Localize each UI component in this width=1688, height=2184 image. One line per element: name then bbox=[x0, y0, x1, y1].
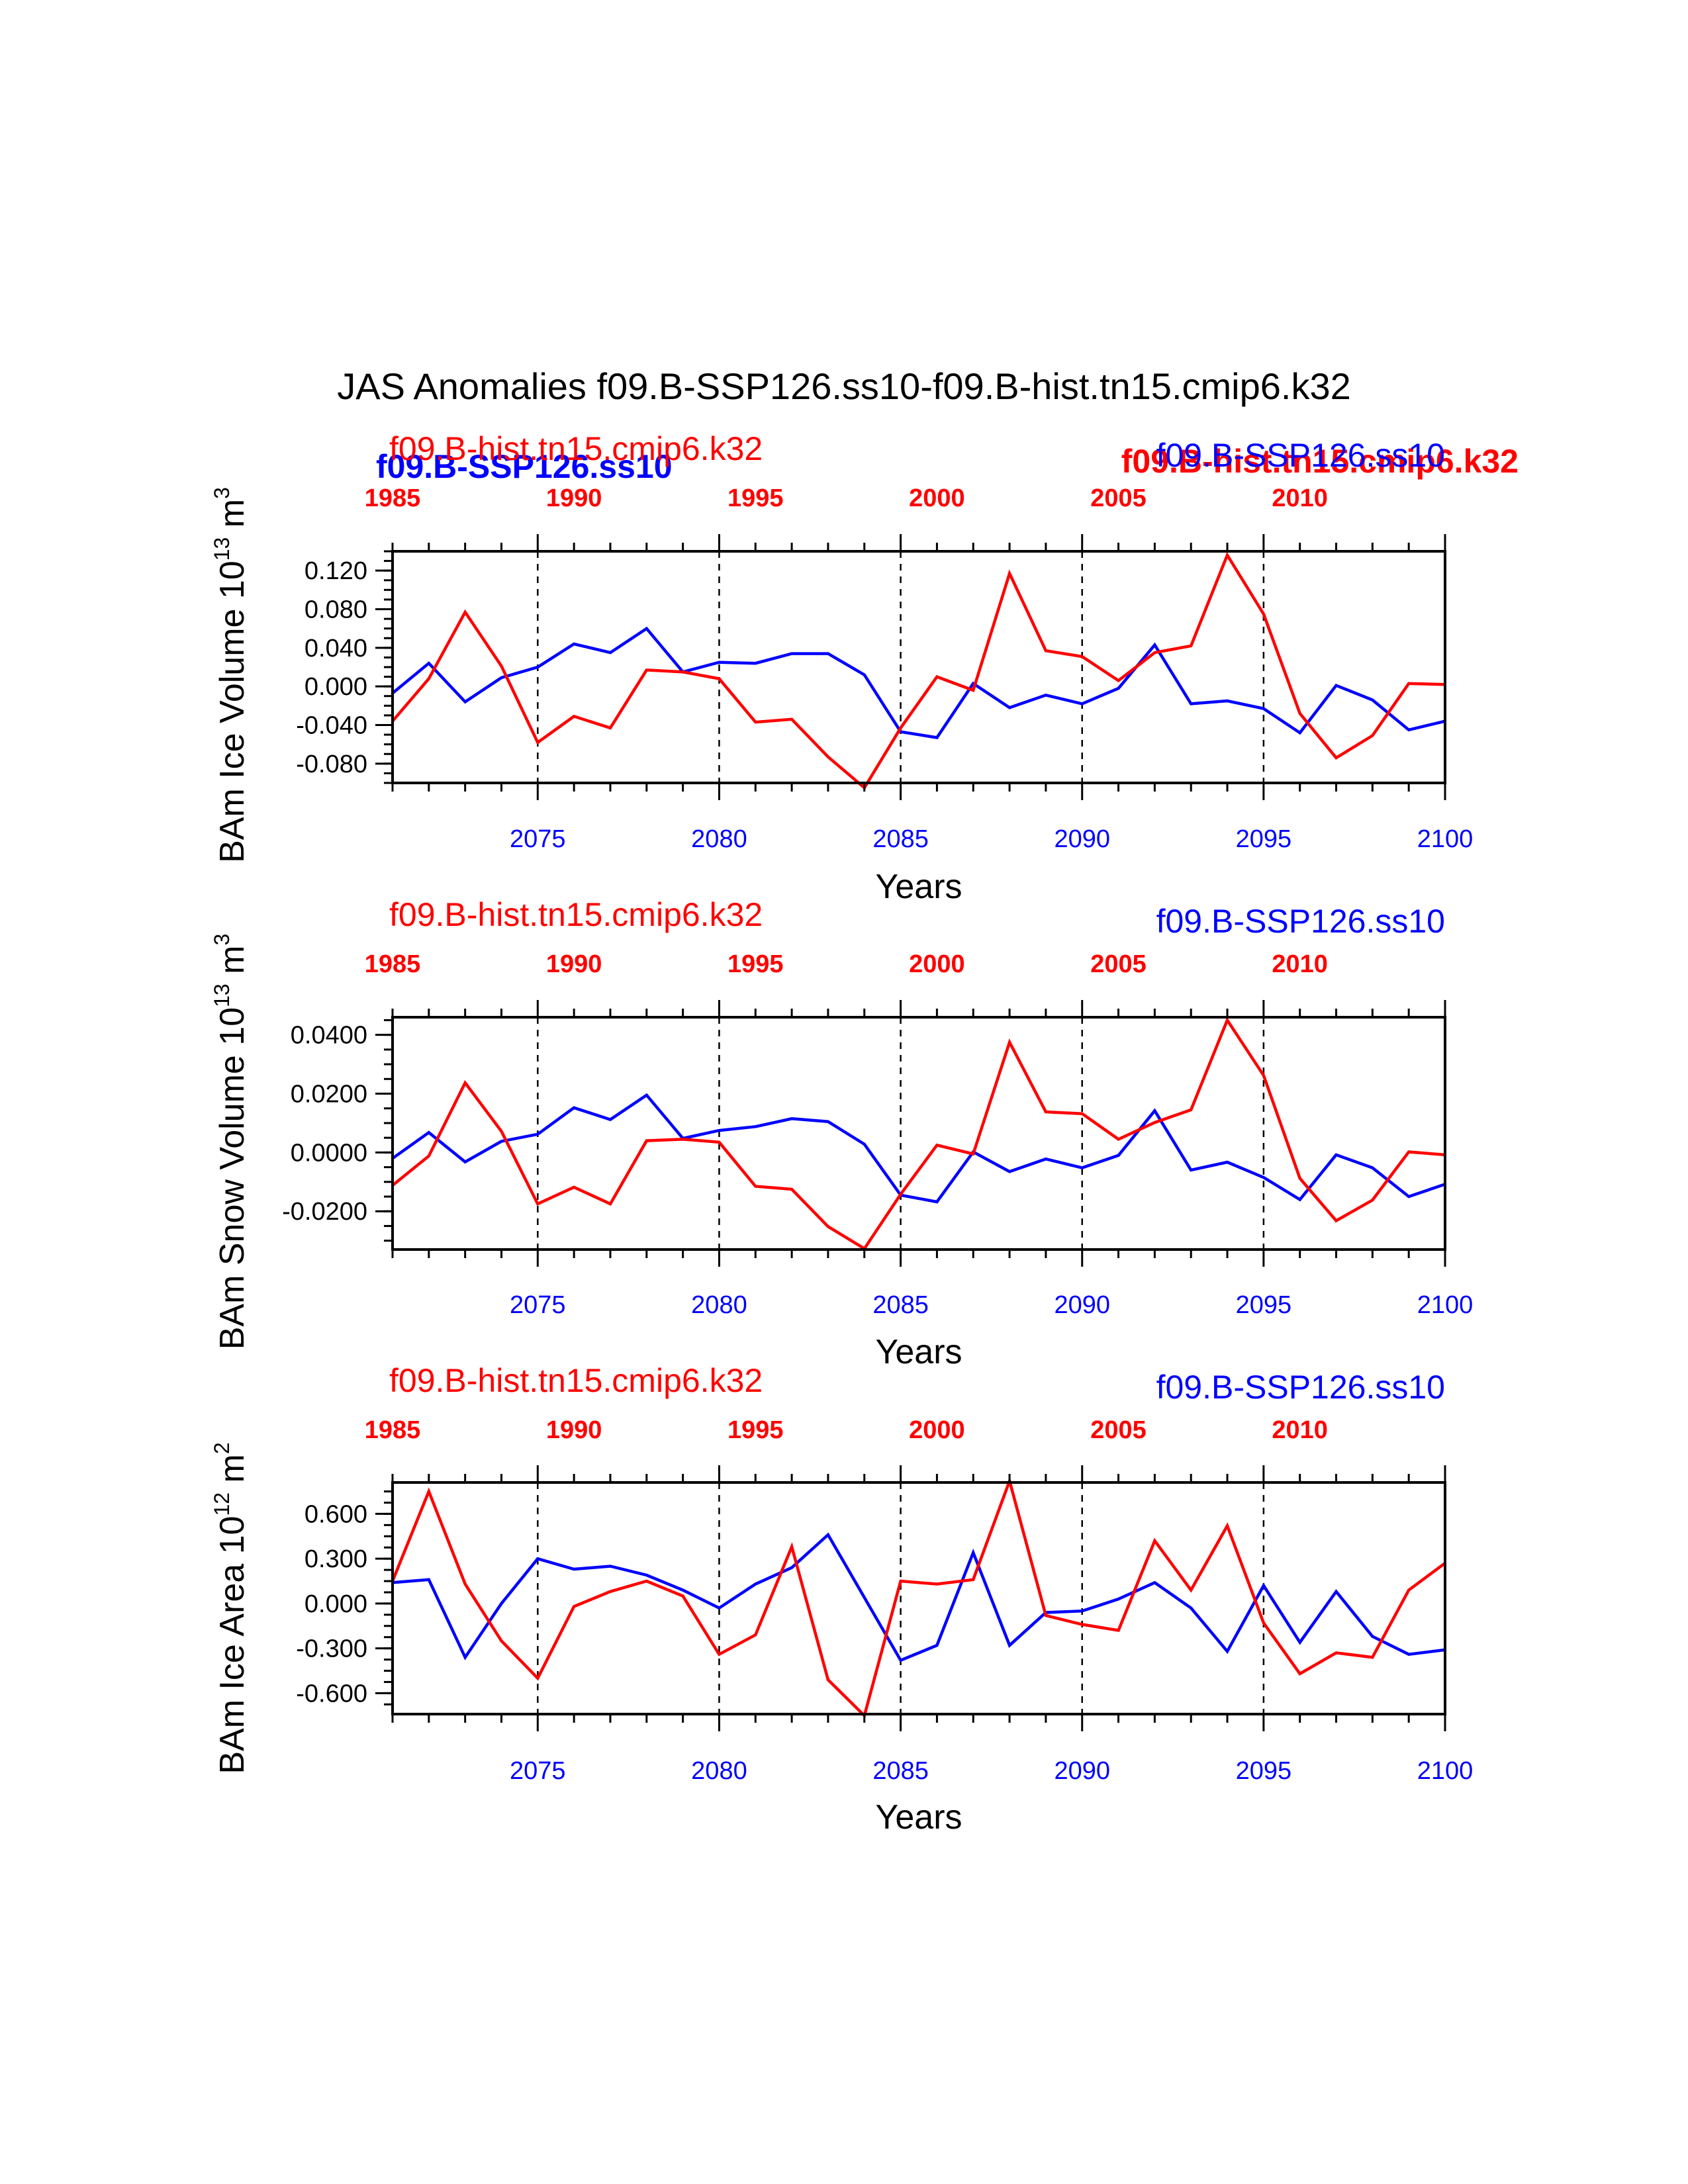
y-tick-label: 0.0000 bbox=[291, 1139, 367, 1167]
plot-frame bbox=[391, 550, 1446, 784]
y-tick-label: 0.0400 bbox=[291, 1022, 367, 1050]
x-tick-label-bottom: 2095 bbox=[1236, 825, 1292, 853]
x-tick-label-bottom: 2075 bbox=[510, 1291, 566, 1319]
y-axis-title-part: 3 bbox=[210, 934, 234, 946]
x-tick-label-bottom: 2095 bbox=[1236, 1757, 1292, 1785]
y-tick-label: 0.000 bbox=[305, 1590, 367, 1618]
y-axis-title-part: 3 bbox=[210, 487, 234, 499]
y-tick-label: 0.040 bbox=[305, 635, 367, 662]
y-tick-label: 0.0200 bbox=[291, 1081, 367, 1109]
x-tick-label-bottom: 2075 bbox=[510, 1757, 566, 1785]
y-tick-label: -0.080 bbox=[296, 751, 367, 778]
x-tick-label-top: 1985 bbox=[365, 950, 421, 978]
x-tick-label-top: 1985 bbox=[365, 484, 421, 512]
x-tick-label-top: 2005 bbox=[1090, 1416, 1147, 1444]
x-axis-title: Years bbox=[875, 1798, 962, 1837]
legend-label-case2: f09.B-hist.tn15.cmip6.k32 bbox=[389, 896, 763, 933]
y-axis-title-part: 13 bbox=[210, 983, 234, 1007]
y-tick-label: 0.300 bbox=[305, 1545, 367, 1573]
y-tick-label: 0.120 bbox=[305, 557, 367, 585]
legend-label-case1: f09.B-SSP126.ss10 bbox=[1156, 437, 1445, 474]
figure-title: JAS Anomalies f09.B-SSP126.ss10-f09.B-hi… bbox=[337, 365, 1350, 407]
y-axis-title-part: m bbox=[213, 1454, 252, 1492]
series-line-case2 bbox=[391, 1476, 1446, 1719]
chart-panels: -0.080 -0.040 0.000 0.040 0.080 0.120 2075 2080… bbox=[210, 430, 1473, 1837]
y-axis-title: BAm Ice Volume 1013 m3 bbox=[210, 487, 252, 863]
x-tick-label-top: 1985 bbox=[365, 1416, 421, 1444]
y-axis-title-part: BAm Ice Area 10 bbox=[213, 1516, 252, 1774]
y-axis-title-part: BAm Ice Volume 10 bbox=[213, 561, 252, 863]
chart-panel-2: -0.0200 0.0000 0.0200 0.0400 2075 2080 2085 209… bbox=[210, 896, 1473, 1371]
overlay-label-case1: f09.B-SSP126.ss10 bbox=[376, 448, 673, 485]
x-tick-label-top: 1995 bbox=[727, 484, 784, 512]
x-tick-label-top: 1995 bbox=[727, 1416, 784, 1444]
x-tick-label-bottom: 2100 bbox=[1417, 1291, 1474, 1319]
y-tick-label: -0.300 bbox=[296, 1635, 367, 1663]
y-axis-title-part: BAm Snow Volume 10 bbox=[213, 1007, 252, 1349]
plot-frame bbox=[391, 1481, 1446, 1715]
y-tick-label: -0.600 bbox=[296, 1680, 367, 1707]
legend-label-case2: f09.B-hist.tn15.cmip6.k32 bbox=[389, 1362, 763, 1399]
x-tick-label-bottom: 2090 bbox=[1054, 825, 1110, 853]
x-axis-title: Years bbox=[875, 868, 962, 906]
x-tick-label-top: 2000 bbox=[909, 1416, 965, 1444]
x-tick-label-top: 1990 bbox=[546, 484, 602, 512]
x-tick-label-top: 2000 bbox=[909, 484, 965, 512]
x-tick-label-bottom: 2080 bbox=[691, 1291, 747, 1319]
series-line-case1 bbox=[392, 1532, 1446, 1662]
legend-label-case1: f09.B-SSP126.ss10 bbox=[1156, 1369, 1445, 1406]
y-tick-label: -0.040 bbox=[296, 712, 367, 740]
x-tick-label-bottom: 2075 bbox=[510, 825, 566, 853]
y-axis-title: BAm Snow Volume 1013 m3 bbox=[210, 934, 252, 1350]
y-axis-title-part: 2 bbox=[210, 1442, 234, 1454]
x-tick-label-bottom: 2090 bbox=[1054, 1291, 1110, 1319]
x-tick-label-top: 1990 bbox=[546, 950, 602, 978]
x-tick-label-top: 2010 bbox=[1272, 1416, 1328, 1444]
series-line-case1 bbox=[391, 1093, 1446, 1204]
y-axis-title-part: m bbox=[213, 946, 252, 984]
x-axis-title: Years bbox=[875, 1333, 962, 1371]
series-line-case1 bbox=[391, 626, 1446, 739]
series-line-case2 bbox=[391, 551, 1446, 790]
plot-frame bbox=[391, 1016, 1446, 1251]
chart-panel-3: -0.600 -0.300 0.000 0.300 0.600 2075 2080 2085 2… bbox=[210, 1362, 1473, 1837]
x-tick-label-bottom: 2100 bbox=[1417, 825, 1474, 853]
y-tick-label: 0.080 bbox=[305, 596, 367, 624]
legend-label-case2: f09.B-hist.tn15.cmip6.k32 bbox=[389, 430, 763, 467]
y-axis-title: BAm Ice Area 1012 m2 bbox=[210, 1442, 252, 1774]
x-tick-label-top: 1995 bbox=[727, 950, 784, 978]
series-line-case2 bbox=[391, 1017, 1446, 1251]
x-tick-label-bottom: 2090 bbox=[1054, 1757, 1110, 1785]
x-tick-label-bottom: 2095 bbox=[1236, 1291, 1292, 1319]
x-tick-label-bottom: 2085 bbox=[872, 1291, 929, 1319]
legend-label-case1: f09.B-SSP126.ss10 bbox=[1156, 903, 1445, 940]
x-tick-label-top: 2000 bbox=[909, 950, 965, 978]
x-tick-label-top: 2005 bbox=[1090, 950, 1147, 978]
x-tick-label-top: 2010 bbox=[1272, 484, 1328, 512]
x-tick-label-bottom: 2080 bbox=[691, 1757, 747, 1785]
y-axis-title-part: 12 bbox=[210, 1492, 234, 1516]
x-tick-label-top: 2005 bbox=[1090, 484, 1147, 512]
x-tick-label-bottom: 2085 bbox=[872, 1757, 929, 1785]
y-tick-label: 0.000 bbox=[305, 673, 367, 701]
x-tick-label-top: 1990 bbox=[546, 1416, 602, 1444]
chart-panel-1: -0.080 -0.040 0.000 0.040 0.080 0.120 2075 2080… bbox=[210, 430, 1473, 906]
y-tick-label: 0.600 bbox=[305, 1500, 367, 1528]
overlay-label-case2: f09.B-hist.tn15.cmip6.k32 bbox=[1121, 443, 1519, 480]
y-axis-title-part: 13 bbox=[210, 537, 234, 561]
x-tick-label-top: 2010 bbox=[1272, 950, 1328, 978]
x-tick-label-bottom: 2085 bbox=[872, 825, 929, 853]
y-tick-label: -0.0200 bbox=[282, 1198, 367, 1226]
x-tick-label-bottom: 2100 bbox=[1417, 1757, 1474, 1785]
x-tick-label-bottom: 2080 bbox=[691, 825, 747, 853]
y-axis-title-part: m bbox=[213, 499, 252, 537]
